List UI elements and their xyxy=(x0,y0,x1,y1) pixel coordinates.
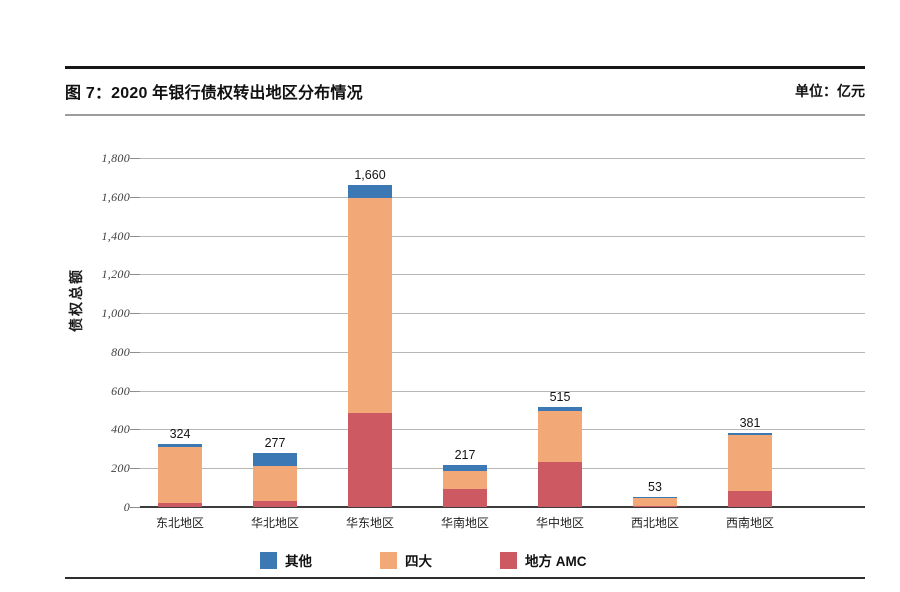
x-axis-category-label: 华北地区 xyxy=(250,516,299,530)
bar-segment xyxy=(158,503,202,507)
bar-segment xyxy=(158,447,202,504)
y-axis-tick xyxy=(130,274,140,276)
y-axis-tick-label: 1,400 xyxy=(101,228,130,243)
bar-value-label: 1,660 xyxy=(354,168,386,183)
x-axis-category-label: 西南地区 xyxy=(725,516,774,530)
gridline xyxy=(140,351,865,353)
x-axis-category-label: 华中地区 xyxy=(535,516,584,530)
bar-segment xyxy=(253,501,297,507)
y-axis-tick-labels: 0 200 400 600 800 1,000 1,200 1,400 1,600 1,800 xyxy=(56,151,130,514)
plot-area: 324 东北地区 277 华北地区 1,660 华东地区 217 华南地区 515 华中地区 53 西… xyxy=(130,158,865,530)
legend-item: 四大 xyxy=(380,550,432,570)
x-axis-category-label: 西北地区 xyxy=(630,516,679,530)
legend-swatch-icon xyxy=(500,551,517,569)
y-axis-tick-label: 200 xyxy=(111,461,130,476)
y-axis-tick-label: 800 xyxy=(111,344,130,359)
x-axis-category-label: 东北地区 xyxy=(155,516,204,530)
y-axis-tick-label: 1,200 xyxy=(101,267,130,282)
gridline xyxy=(140,235,865,237)
gridline xyxy=(140,196,865,198)
x-axis-category-label: 华南地区 xyxy=(440,516,489,530)
x-axis-category-label: 华东地区 xyxy=(345,516,394,530)
bar-segment xyxy=(158,444,202,448)
gridline xyxy=(140,274,865,276)
legend-swatch-icon xyxy=(380,551,397,569)
x-axis-line xyxy=(140,506,865,508)
bar-value-label: 324 xyxy=(169,427,191,442)
figure-bottom-rule xyxy=(65,577,865,579)
y-axis-tick-label: 400 xyxy=(111,422,130,437)
bar-segment xyxy=(728,433,772,436)
gridline xyxy=(140,158,865,159)
bar-segment xyxy=(728,435,772,492)
bar-segment xyxy=(538,407,582,411)
legend-label: 四大 xyxy=(405,554,432,569)
legend-label: 地方 AMC xyxy=(525,554,587,569)
figure-header-rule xyxy=(65,114,865,116)
y-axis-tick-label: 1,600 xyxy=(101,189,130,204)
bar-value-label: 381 xyxy=(739,416,761,431)
chart-legend: 其他 四大 地方 AMC xyxy=(260,550,587,570)
figure-top-rule xyxy=(65,66,865,69)
gridline xyxy=(140,390,865,392)
bar-value-label: 277 xyxy=(264,436,286,451)
legend-item: 其他 xyxy=(260,550,312,570)
y-axis-tick xyxy=(130,196,140,198)
bar-segment xyxy=(348,197,392,413)
figure-unit-label: 单位：亿元 xyxy=(795,83,865,99)
gridline xyxy=(140,468,865,470)
gridline xyxy=(140,429,865,431)
legend-item: 地方 AMC xyxy=(500,550,587,570)
bar-segment xyxy=(253,466,297,502)
bar-value-label: 53 xyxy=(648,479,662,494)
bar-value-label: 515 xyxy=(549,390,571,405)
bar-segment xyxy=(348,185,392,198)
legend-label: 其他 xyxy=(285,554,312,569)
y-axis-tick xyxy=(130,313,140,315)
bar-segment xyxy=(538,410,582,463)
y-axis-tick-label: 600 xyxy=(111,383,130,398)
gridline xyxy=(140,313,865,315)
y-axis-tick-label: 0 xyxy=(123,500,130,514)
bar-segment xyxy=(443,471,487,489)
legend-swatch-icon xyxy=(260,551,277,569)
y-axis-tick xyxy=(130,351,140,353)
figure-title: 图 7：2020 年银行债权转出地区分布情况 xyxy=(65,85,363,102)
bar-segment xyxy=(443,488,487,507)
y-axis-tick xyxy=(130,468,140,470)
y-axis-tick xyxy=(130,390,140,392)
bar-segment xyxy=(538,462,582,507)
y-axis-tick xyxy=(130,235,140,237)
y-axis-tick-label: 1,000 xyxy=(101,306,130,321)
y-axis-tick xyxy=(130,507,140,508)
bar-segment xyxy=(348,412,392,507)
y-axis-tick xyxy=(130,429,140,431)
bar-segment xyxy=(443,464,487,472)
y-axis-tick xyxy=(130,158,140,159)
bar-segment xyxy=(633,497,677,507)
bar-value-label: 217 xyxy=(454,447,476,462)
bar-segment xyxy=(633,506,677,508)
bar-segment xyxy=(633,496,677,498)
y-axis-tick-label: 1,800 xyxy=(101,151,130,165)
bar-segment xyxy=(728,491,772,507)
bar-segment xyxy=(253,453,297,467)
